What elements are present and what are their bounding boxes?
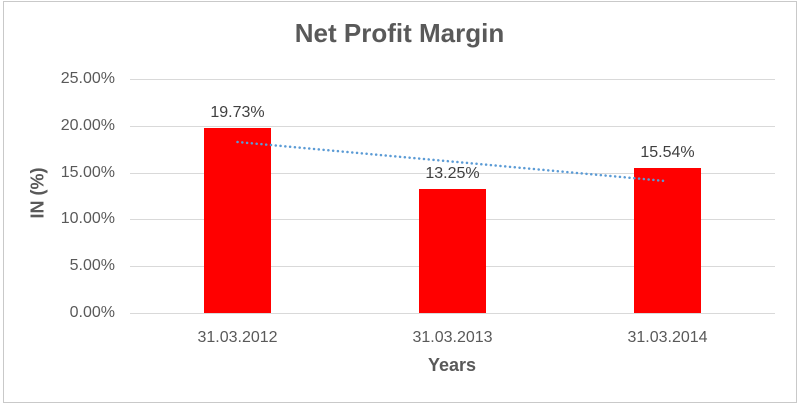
gridline [130, 79, 775, 80]
gridline [130, 313, 775, 314]
y-tick-label: 15.00% [60, 163, 115, 181]
y-tick-label: 5.00% [69, 257, 115, 275]
data-label: 19.73% [210, 104, 265, 122]
data-label: 15.54% [640, 143, 695, 161]
bar [419, 188, 486, 313]
x-tick-label: 31.03.2012 [197, 329, 278, 346]
x-tick-label: 31.03.2013 [412, 329, 493, 346]
y-tick-label: 20.00% [60, 116, 115, 134]
chart-title: Net Profit Margin [294, 18, 505, 48]
gridline [130, 125, 775, 127]
y-tick-label: 10.00% [60, 210, 115, 228]
data-label: 13.25% [425, 164, 480, 182]
bar [634, 167, 701, 313]
bar [204, 128, 271, 313]
y-tick-label: 0.00% [69, 304, 115, 321]
x-tick-label: 31.03.2014 [627, 329, 708, 346]
y-tick-label: 25.00% [60, 70, 115, 87]
x-axis-title: Years [427, 355, 477, 375]
